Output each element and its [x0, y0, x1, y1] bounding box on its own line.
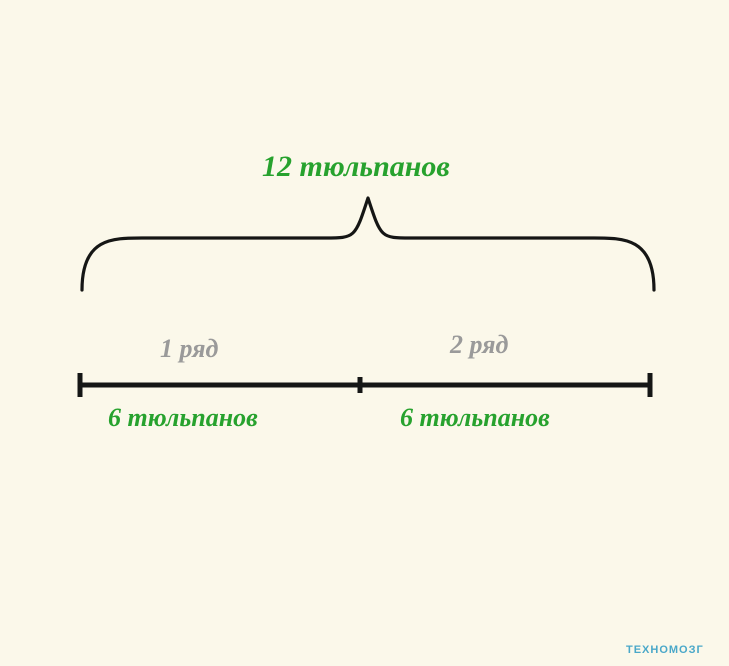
total-label: 12 тюльпанов — [262, 150, 450, 184]
row-value-2: 6 тюльпанов — [400, 403, 550, 433]
row-label-1: 1 ряд — [160, 334, 218, 364]
row-value-1: 6 тюльпанов — [108, 403, 258, 433]
row-label-2: 2 ряд — [450, 330, 508, 360]
diagram-svg — [0, 0, 729, 666]
watermark: ТЕХНОМОЗГ — [626, 644, 704, 656]
